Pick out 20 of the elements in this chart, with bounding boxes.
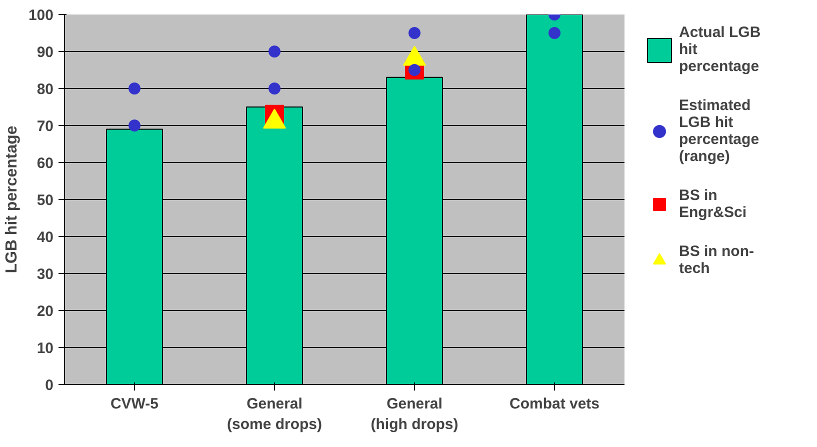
y-tick-label: 50 (36, 192, 54, 209)
legend-label: BS in Engr&Sci (679, 187, 747, 221)
x-tick-label: CVW-5 (110, 396, 159, 412)
x-tick-label: Combat vets (509, 396, 600, 412)
legend-label: Actual LGB hit percentage (679, 24, 761, 75)
y-tick-label: 100 (28, 7, 54, 24)
y-tick-label: 20 (36, 303, 54, 320)
y-tick-label: 40 (36, 229, 54, 246)
y-tick-label: 0 (45, 377, 54, 394)
legend-label: BS in non-tech (679, 243, 754, 277)
y-tick-label: 60 (36, 155, 54, 172)
y-tick-label: 80 (36, 81, 54, 98)
y-axis-title: LGB hit percentage (3, 126, 20, 274)
y-tick-label: 70 (36, 118, 54, 135)
y-tick-label: 90 (36, 44, 54, 61)
y-tick-label: 30 (36, 266, 54, 283)
x-tick-label: General (high drops) (370, 396, 458, 433)
y-tick-label: 10 (36, 340, 54, 357)
x-tick-label: General (some drops) (226, 396, 322, 433)
legend-label: Estimated LGB hit percentage (range) (679, 97, 760, 165)
